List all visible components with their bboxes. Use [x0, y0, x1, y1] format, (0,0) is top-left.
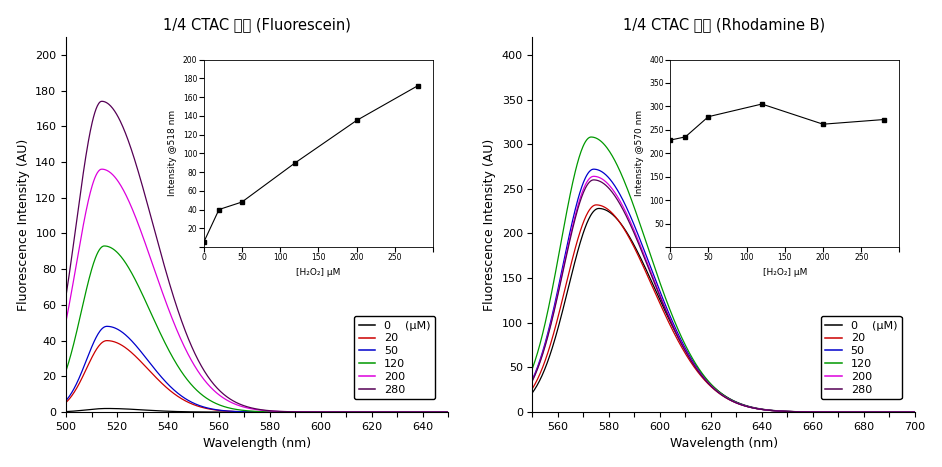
Legend: 0    (μM), 20, 50, 120, 200, 280: 0 (μM), 20, 50, 120, 200, 280	[354, 316, 435, 399]
Y-axis label: Fluorescence Intensity (AU): Fluorescence Intensity (AU)	[483, 138, 496, 311]
Title: 1/4 CTAC 에서 (Fluorescein): 1/4 CTAC 에서 (Fluorescein)	[163, 17, 351, 32]
Legend: 0    (μM), 20, 50, 120, 200, 280: 0 (μM), 20, 50, 120, 200, 280	[820, 316, 901, 399]
X-axis label: Wavelength (nm): Wavelength (nm)	[670, 437, 778, 450]
X-axis label: Wavelength (nm): Wavelength (nm)	[203, 437, 311, 450]
Y-axis label: Fluorescence Intensity (AU): Fluorescence Intensity (AU)	[17, 138, 29, 311]
Title: 1/4 CTAC 에서 (Rhodamine B): 1/4 CTAC 에서 (Rhodamine B)	[623, 17, 824, 32]
